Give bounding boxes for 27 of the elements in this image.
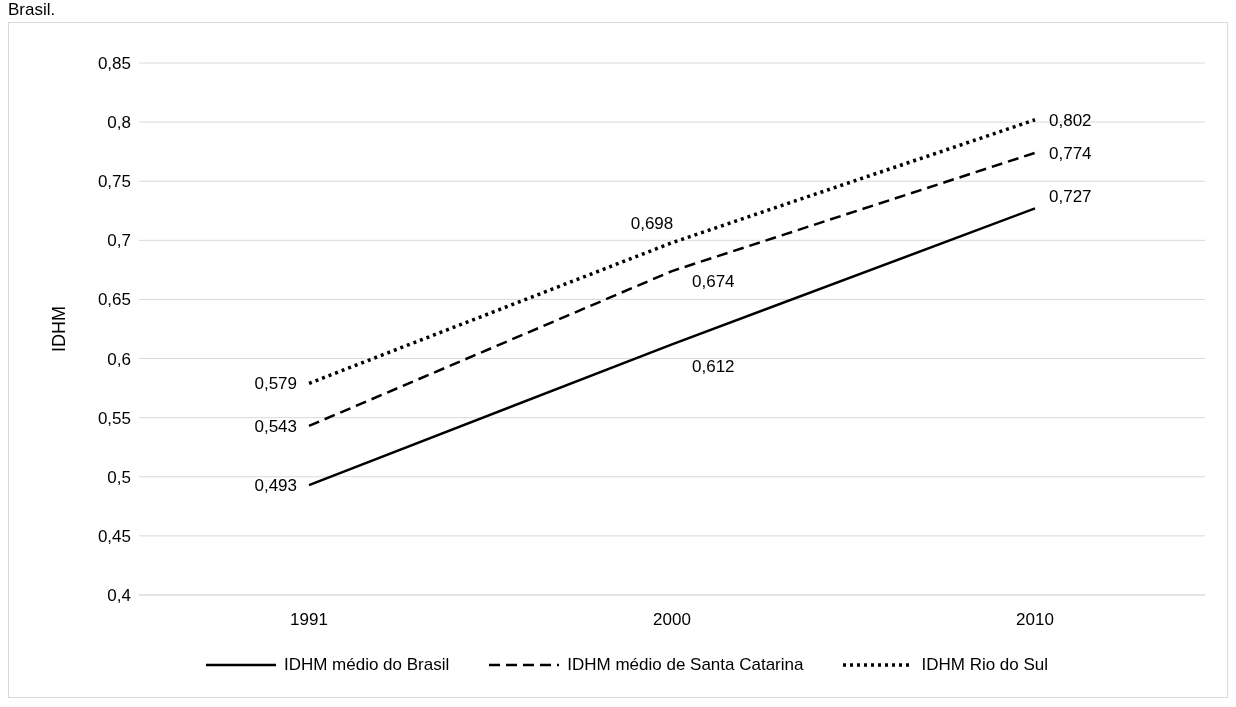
data-label: 0,774: [1049, 143, 1092, 163]
y-tick-label: 0,65: [97, 290, 131, 310]
legend-label: IDHM médio de Santa Catarina: [566, 655, 804, 675]
x-tick-label: 1991: [290, 610, 328, 630]
x-tick-label: 2010: [1016, 610, 1054, 630]
y-axis-title: IDHM: [49, 306, 70, 352]
y-tick-label: 0,75: [97, 172, 131, 192]
legend-label: IDHM Rio do Sul: [920, 655, 1049, 675]
y-tick-label: 0,4: [107, 586, 131, 606]
y-tick-label: 0,7: [107, 231, 131, 251]
legend-label: IDHM médio do Brasil: [282, 655, 450, 675]
y-tick-label: 0,5: [107, 467, 131, 487]
data-label: 0,674: [692, 272, 735, 292]
y-tick-label: 0,8: [107, 113, 131, 133]
data-label: 0,493: [254, 476, 297, 495]
x-tick-label: 2000: [653, 610, 691, 630]
data-label: 0,802: [1049, 110, 1092, 130]
data-label: 0,612: [692, 357, 735, 377]
y-tick-label: 0,55: [97, 408, 131, 428]
data-label: 0,579: [254, 374, 297, 394]
data-label: 0,698: [630, 213, 674, 233]
y-tick-label: 0,45: [97, 526, 131, 546]
y-tick-label: 0,85: [97, 54, 131, 74]
text: Brasil.: [8, 0, 56, 20]
data-label: 0,543: [254, 416, 297, 436]
y-tick-label: 0,6: [107, 349, 131, 369]
data-label: 0,727: [1049, 187, 1092, 207]
